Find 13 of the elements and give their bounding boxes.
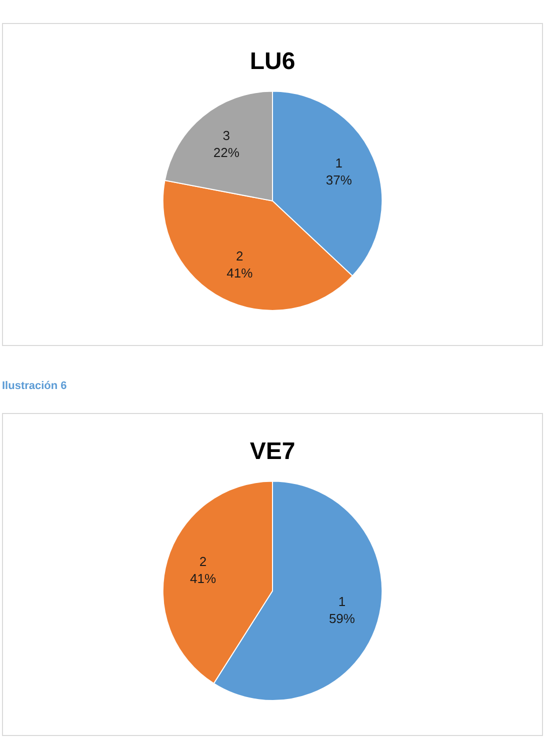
- slice-label: 3: [222, 128, 230, 144]
- data-label: 37%: [326, 172, 352, 188]
- data-label: 41%: [190, 570, 216, 586]
- data-label: 22%: [213, 145, 240, 160]
- slice-label: 1: [338, 594, 346, 610]
- chart-title: LU6: [250, 48, 296, 76]
- data-label: 41%: [226, 265, 254, 280]
- text: Ilustración 6: [2, 380, 68, 392]
- slice-label: 2: [199, 554, 207, 569]
- slice-label: 1: [335, 155, 343, 170]
- chart-title: VE7: [250, 438, 296, 466]
- data-label: 59%: [328, 611, 356, 626]
- slice-label: 2: [236, 248, 244, 264]
